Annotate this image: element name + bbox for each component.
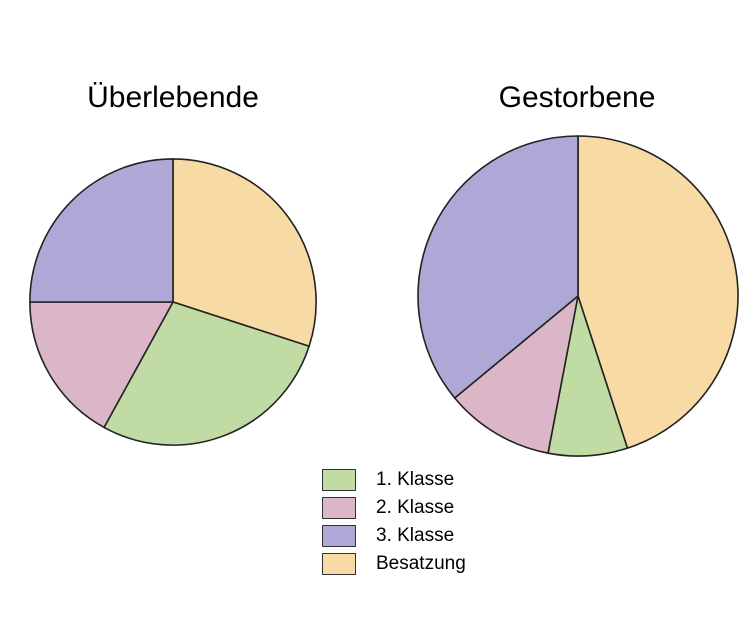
legend-item-first-class: 1. Klasse [322,466,466,494]
chart-title-deceased: Gestorbene [498,81,656,114]
pie-slice-2-klasse [29,301,174,429]
legend-label: Besatzung [376,553,466,574]
legend-item-crew: Besatzung [322,550,466,578]
legend-swatch [322,497,356,519]
legend-item-third-class: 3. Klasse [322,522,466,550]
legend-label: 1. Klasse [376,469,455,490]
pie-slice-3-klasse [417,135,579,399]
legend-swatch [322,553,356,575]
pie-survivors [29,158,317,446]
pie-slice-3-klasse [29,158,174,303]
legend-swatch [322,469,356,491]
chart-title-survivors: Überlebende [87,81,259,114]
legend-label: 2. Klasse [376,497,455,518]
legend-item-second-class: 2. Klasse [322,494,466,522]
pie-deceased [417,135,739,457]
pie-slice-2-klasse [453,295,579,454]
legend-swatch [322,525,356,547]
pie-slice-1-klasse [103,301,310,446]
legend-label: 3. Klasse [376,525,455,546]
pie-slice-besatzung [577,135,739,449]
legend: 1. Klasse 2. Klasse 3. Klasse Besatzung [322,466,466,578]
pie-slice-besatzung [172,158,317,348]
